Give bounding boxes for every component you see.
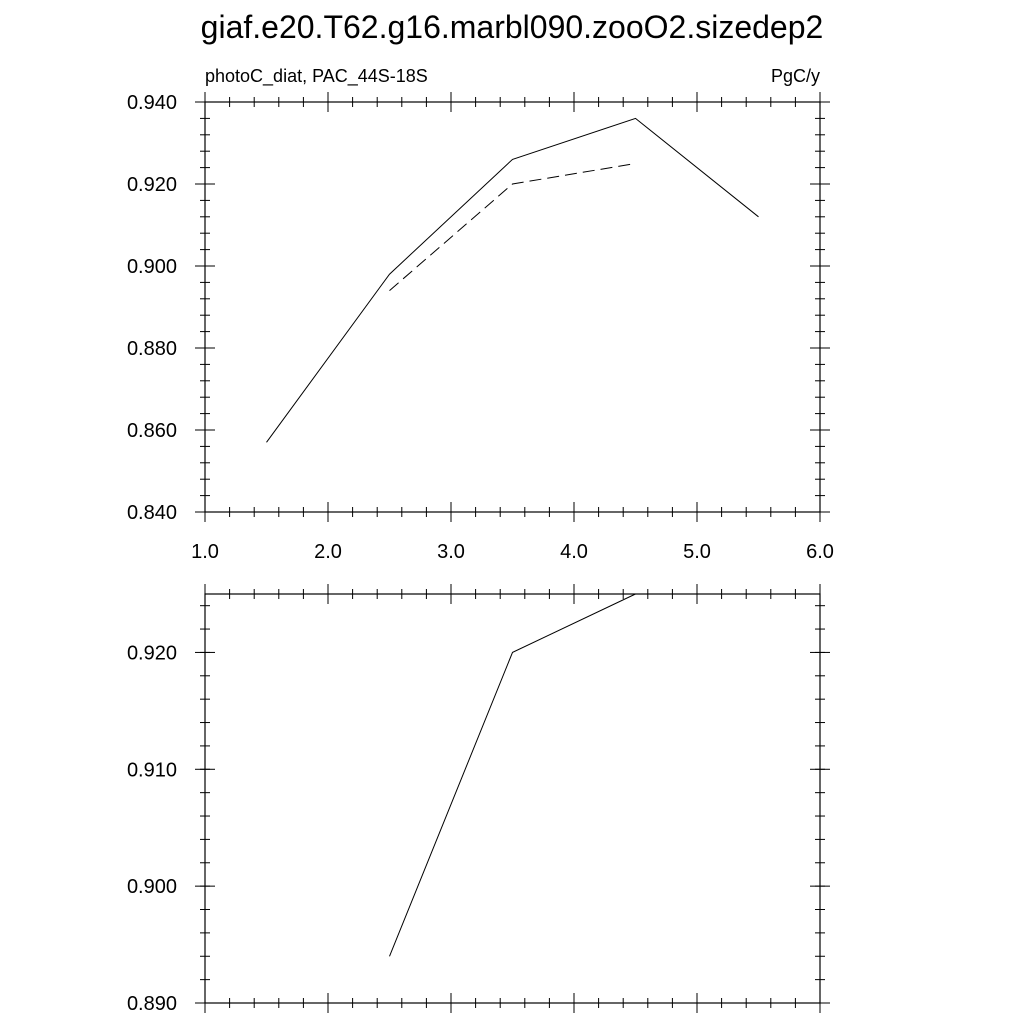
series-line-solid <box>389 593 636 957</box>
subtitle-left: photoC_diat, PAC_44S-18S <box>205 66 428 87</box>
bottom-panel: 0.890 0.900 0.910 0.920 <box>127 584 830 1015</box>
y-tick-label: 0.900 <box>127 876 177 898</box>
x-tick-label: 5.0 <box>683 541 711 563</box>
plot-frame <box>204 593 821 1004</box>
units-label: PgC/y <box>771 66 820 86</box>
y-tick-label: 0.900 <box>127 256 177 278</box>
plot-frame <box>204 101 821 513</box>
y-tick-label: 0.920 <box>127 642 177 664</box>
y-tick-label: 0.940 <box>127 92 177 114</box>
x-tick-label: 6.0 <box>806 541 834 563</box>
x-tick-label: 4.0 <box>560 541 588 563</box>
series-line-solid <box>266 117 759 443</box>
x-tick-label: 3.0 <box>437 541 465 563</box>
series-line-dashed <box>389 163 636 291</box>
x-tick-label: 2.0 <box>314 541 342 563</box>
y-tick-label: 0.880 <box>127 338 177 360</box>
top-panel: photoC_diat, PAC_44S-18S PgC/y 1.0 2.0 3.0 4.… <box>127 66 834 563</box>
y-tick-label: 0.890 <box>127 993 177 1015</box>
y-tick-label: 0.910 <box>127 759 177 781</box>
y-tick-label: 0.860 <box>127 420 177 442</box>
y-tick-label: 0.920 <box>127 174 177 196</box>
x-tick-label: 1.0 <box>191 541 219 563</box>
y-tick-label: 0.840 <box>127 502 177 524</box>
chart-title: giaf.e20.T62.g16.marbl090.zooO2.sizedep2 <box>201 9 824 45</box>
